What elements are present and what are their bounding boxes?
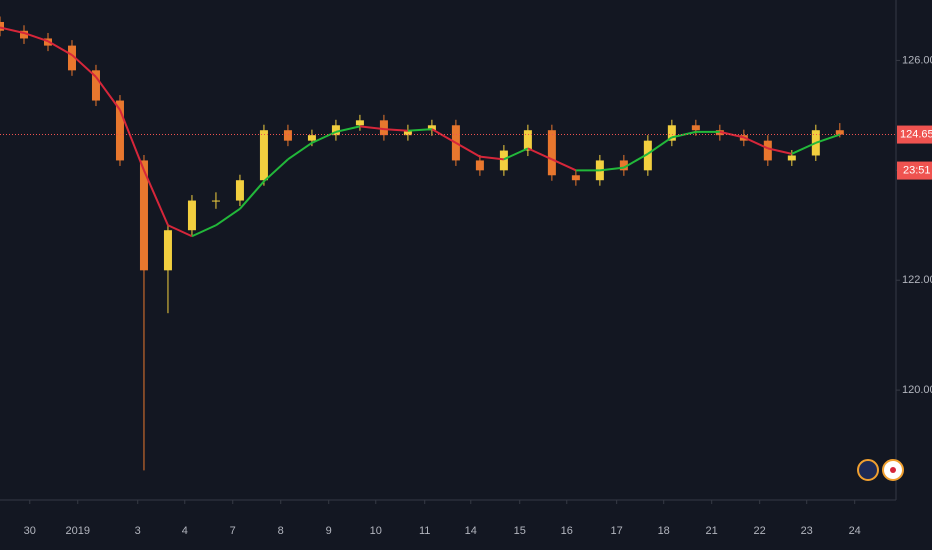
candle-body: [163, 230, 172, 271]
event-icon-dot: [890, 467, 896, 473]
ma-segment: [791, 141, 817, 155]
candle-body: [835, 130, 844, 135]
ma-segment: [719, 130, 745, 139]
candle-body: [139, 160, 148, 271]
ma-segment: [743, 136, 769, 150]
ma-segment: [383, 128, 408, 132]
candle-body: [19, 30, 28, 39]
x-tick-label: 8: [278, 525, 284, 537]
ma-segment: [167, 224, 193, 238]
x-tick-label: 2019: [66, 525, 90, 537]
candle-body: [547, 130, 556, 176]
ma-segment: [479, 155, 505, 161]
current-price-box: [897, 125, 932, 144]
current-price-label: 124.651: [900, 128, 932, 140]
candle-body: [403, 130, 412, 136]
x-tick-label: 23: [801, 525, 813, 537]
ma-segment: [623, 152, 649, 169]
countdown-box: [897, 161, 932, 180]
y-tick-label: 122.000: [902, 274, 932, 286]
ma-segment: [359, 125, 385, 131]
ma-segment: [767, 147, 793, 155]
x-tick-label: 18: [658, 525, 670, 537]
moving-average: [0, 26, 841, 238]
ma-segment: [0, 26, 25, 34]
countdown-label: 23:51: [903, 164, 931, 176]
x-tick-label: 10: [370, 525, 382, 537]
x-tick-label: 15: [514, 525, 526, 537]
candle-body: [643, 140, 652, 171]
x-tick-label: 7: [230, 525, 236, 537]
y-tick-label: 126.000: [902, 54, 932, 66]
ma-segment: [191, 224, 217, 238]
ma-segment: [815, 133, 841, 144]
ma-segment: [215, 207, 241, 227]
candle-body: [235, 180, 244, 201]
ma-segment: [599, 166, 624, 172]
candle-body: [763, 140, 772, 161]
y-tick-label: 120.000: [902, 384, 932, 396]
candle-body: [259, 130, 268, 181]
ma-segment: [527, 147, 553, 161]
ma-segment: [119, 109, 145, 171]
ma-segment: [551, 158, 577, 172]
candle-body: [331, 125, 340, 136]
candle-body: [571, 175, 580, 181]
candle-body: [379, 120, 388, 136]
candle-body: [187, 200, 196, 231]
candle-body: [667, 125, 676, 141]
x-tick-label: 16: [561, 525, 573, 537]
x-tick-label: 9: [326, 525, 332, 537]
candle-body: [619, 160, 628, 171]
ma-segment: [287, 142, 313, 161]
ma-segment: [407, 128, 432, 132]
ma-segment: [311, 130, 337, 144]
ma-segment: [671, 130, 697, 139]
x-tick-label: 17: [611, 525, 623, 537]
event-icon: [857, 459, 879, 481]
ma-segment: [455, 141, 481, 158]
candle-body: [0, 21, 4, 31]
candle-body: [211, 200, 220, 202]
x-tick-label: 3: [135, 525, 141, 537]
candle-body: [91, 70, 100, 101]
candles: [0, 16, 844, 471]
candle-body: [475, 160, 484, 171]
indicator-icons: [857, 459, 904, 481]
ma-segment: [23, 32, 49, 43]
ma-segment: [143, 169, 169, 226]
candle-body: [523, 130, 532, 151]
x-tick-label: 21: [706, 525, 718, 537]
candle-body: [67, 45, 76, 71]
candle-body: [283, 130, 292, 141]
candle-body: [427, 125, 436, 131]
x-tick-label: 30: [24, 525, 36, 537]
ma-segment: [95, 76, 121, 111]
x-tick-label: 4: [182, 525, 188, 537]
ma-segment: [335, 125, 361, 133]
ma-segment: [647, 136, 673, 155]
x-tick-label: 11: [419, 525, 430, 537]
candle-body: [691, 125, 700, 131]
x-tick-label: 22: [754, 525, 766, 537]
ma-segment: [263, 158, 289, 183]
candle-body: [307, 135, 316, 141]
ma-segment: [47, 40, 73, 56]
candle-body: [499, 150, 508, 171]
candle-body: [355, 120, 364, 126]
candle-body: [115, 100, 124, 161]
candle-body: [787, 155, 796, 161]
ma-segment: [431, 128, 457, 144]
x-tick-label: 24: [849, 525, 861, 537]
ma-segment: [239, 180, 265, 210]
ma-segment: [71, 54, 97, 78]
ma-segment: [503, 147, 529, 161]
x-tick-label: 14: [465, 525, 477, 537]
